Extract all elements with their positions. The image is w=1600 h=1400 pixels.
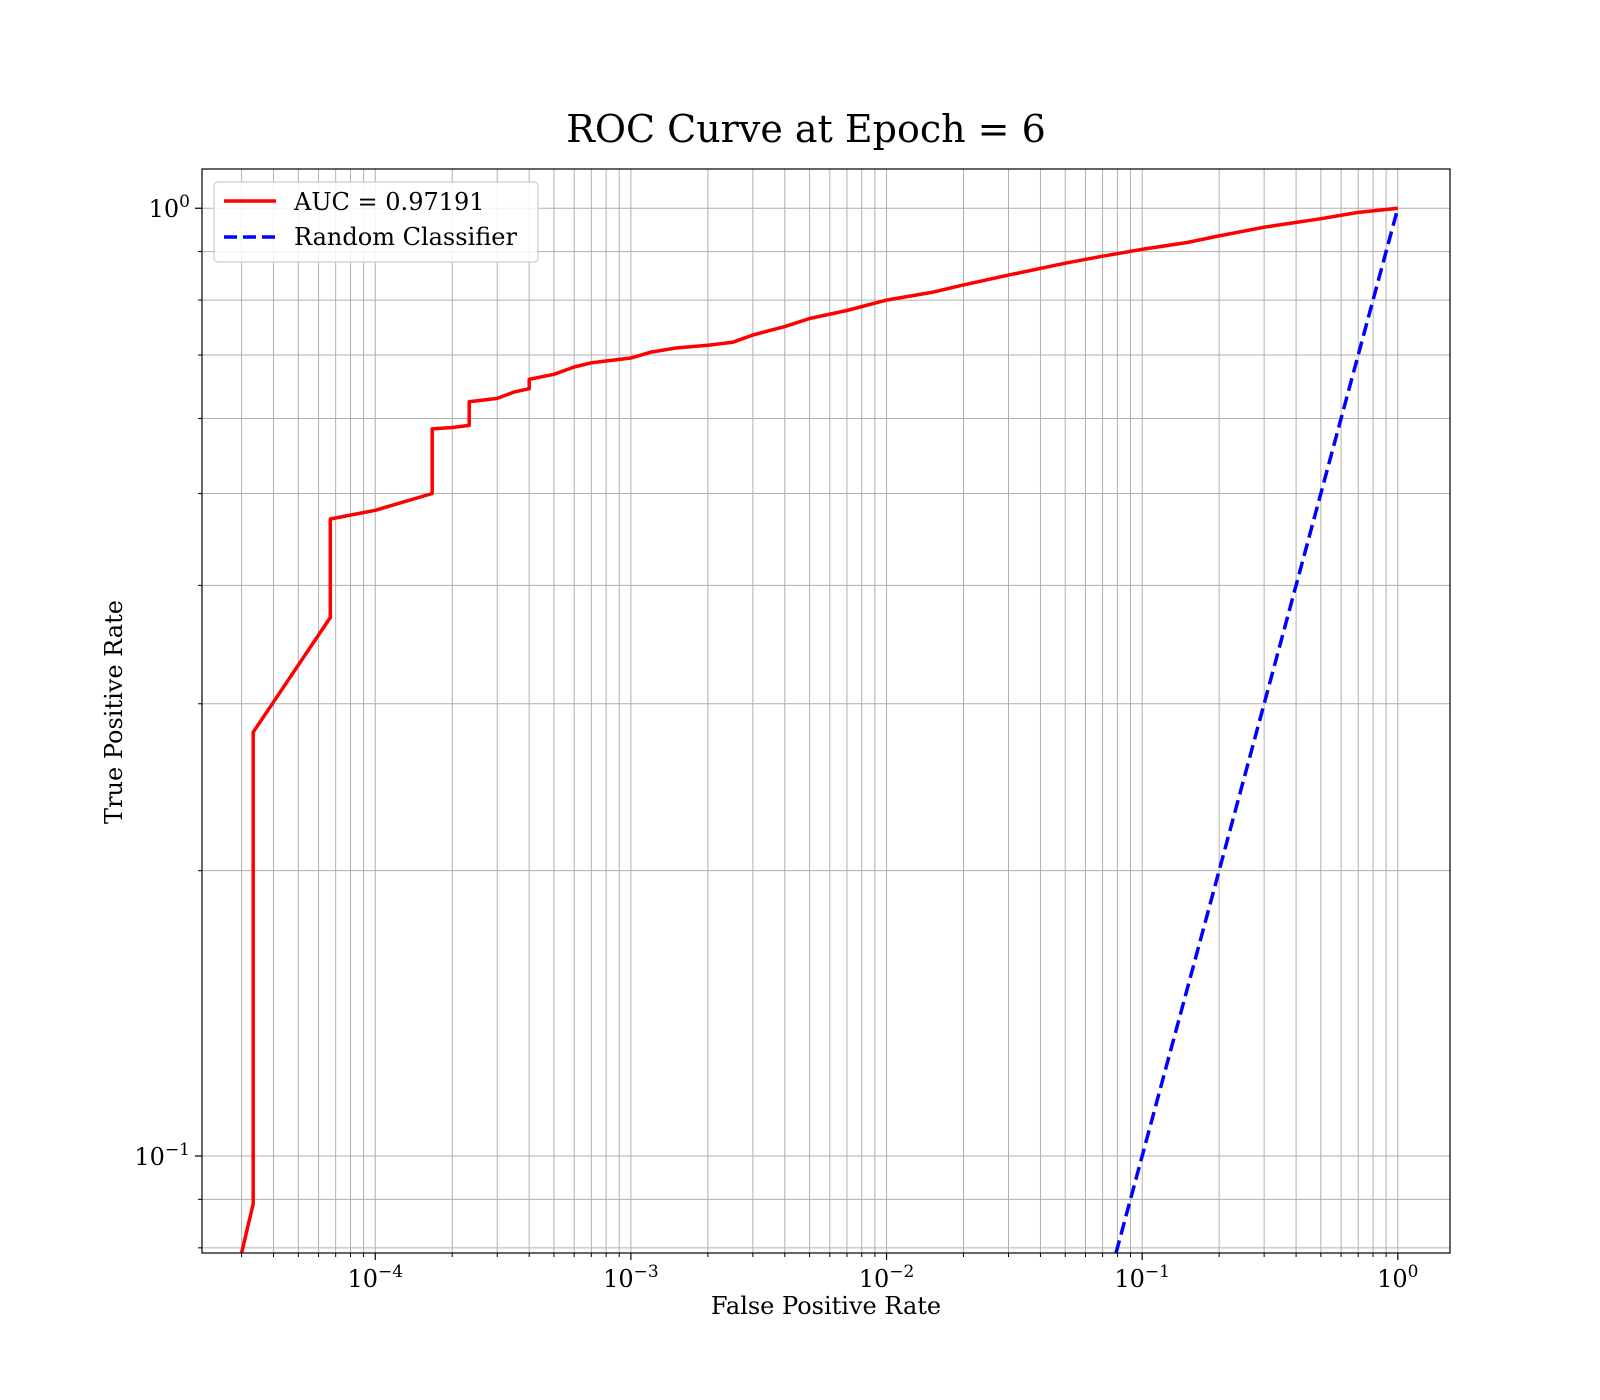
x-tick-label: 10−3 [603, 1262, 659, 1293]
plot-frame [201, 168, 1451, 1254]
legend-box [213, 181, 539, 263]
chart-title: ROC Curve at Epoch = 6 [566, 107, 1046, 151]
series-line-0 [239, 206, 1398, 1253]
y-axis-label: True Positive Rate [100, 600, 128, 824]
x-tick-label: 10−2 [859, 1262, 915, 1293]
legend-label-random: Random Classifier [294, 223, 517, 251]
tick-layer: 10−4 10−3 10−2 10−1 100 10−1 100 [134, 192, 1418, 1293]
series-layer [239, 206, 1400, 1253]
x-tick-label: 10−4 [347, 1262, 403, 1293]
series-line-1 [1114, 207, 1400, 1253]
x-axis-label: False Positive Rate [711, 1292, 941, 1320]
y-tick-label: 100 [149, 192, 190, 223]
legend: AUC = 0.97191 Random Classifier [213, 181, 539, 263]
x-tick-label: 10−1 [1114, 1262, 1170, 1293]
x-tick-label: 100 [1377, 1262, 1418, 1293]
y-tick-label: 10−1 [134, 1140, 190, 1171]
grid-layer [202, 169, 1450, 1253]
legend-label-auc: AUC = 0.97191 [293, 188, 485, 216]
